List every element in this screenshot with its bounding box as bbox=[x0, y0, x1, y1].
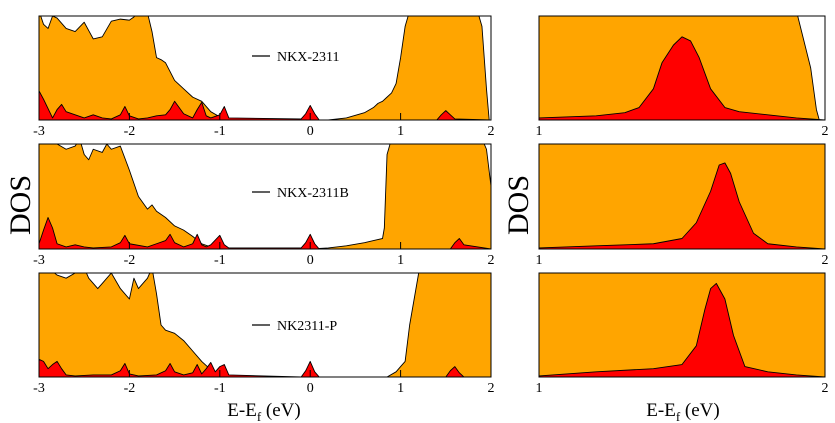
x-axis-label-left-main: E-E bbox=[227, 400, 257, 421]
panel-frame bbox=[38, 272, 492, 378]
x-tick-label: 1 bbox=[397, 253, 404, 268]
legend-label: NK2311-P bbox=[277, 319, 337, 334]
total-dos-area bbox=[539, 144, 825, 249]
x-axis-label-right-sub: f bbox=[676, 409, 681, 423]
x-axis-label-left-sub: f bbox=[257, 409, 262, 423]
x-tick-label: 2 bbox=[488, 381, 495, 396]
x-axis-label-right: E-Ef (eV) bbox=[646, 400, 719, 423]
left-panel-1: -3 -2 -1 0 1 2 NKX-2311 bbox=[33, 15, 495, 139]
x-axis-label-left-unit: (eV) bbox=[261, 400, 301, 421]
x-tick-label: -1 bbox=[214, 253, 226, 268]
x-tick-label: 1 bbox=[397, 124, 404, 139]
projected-dos-area bbox=[39, 90, 491, 120]
panel-plot-area bbox=[539, 273, 825, 377]
x-axis-label-left: E-Ef (eV) bbox=[227, 400, 300, 423]
legend-label: NKX-2311B bbox=[277, 186, 349, 201]
x-tick-label: -2 bbox=[124, 124, 136, 139]
projected-dos-area bbox=[39, 217, 491, 249]
panel-frame bbox=[538, 15, 826, 121]
panel-plot-area bbox=[539, 16, 825, 120]
x-tick-label: -2 bbox=[124, 253, 136, 268]
panel-frame bbox=[538, 272, 826, 378]
y-axis-label-left: DOS bbox=[4, 175, 37, 235]
x-tick-label: -1 bbox=[214, 124, 226, 139]
panel-plot-area bbox=[39, 144, 491, 249]
x-axis-label-right-main: E-E bbox=[646, 400, 676, 421]
x-tick-label: 1 bbox=[397, 381, 404, 396]
x-tick-label: 1 bbox=[536, 381, 543, 396]
x-tick-label: -3 bbox=[33, 124, 45, 139]
x-tick-label: 2 bbox=[488, 253, 495, 268]
x-tick-label: -3 bbox=[33, 381, 45, 396]
projected-dos-area bbox=[39, 358, 491, 377]
x-tick-label: -2 bbox=[124, 381, 136, 396]
x-tick-label: 0 bbox=[307, 253, 314, 268]
panel-plot-area bbox=[39, 273, 491, 377]
left-panel-2: -3 -2 -1 0 1 2 NKX-2311B bbox=[33, 143, 495, 268]
projected-dos-area bbox=[539, 162, 825, 249]
x-tick-label: 0 bbox=[307, 124, 314, 139]
x-tick-label: 2 bbox=[822, 124, 829, 139]
panel-frame bbox=[538, 143, 826, 250]
x-tick-label: 2 bbox=[822, 253, 829, 268]
legend-label: NKX-2311 bbox=[277, 50, 339, 65]
x-tick-label: 0 bbox=[307, 381, 314, 396]
projected-dos-area bbox=[539, 282, 825, 377]
panel-frame bbox=[38, 15, 492, 121]
left-panel-3: -3 -2 -1 0 1 2 NK2311-P bbox=[33, 272, 495, 396]
x-tick-label: 1 bbox=[536, 253, 543, 268]
x-tick-label: -3 bbox=[33, 253, 45, 268]
y-axis-label-right: DOS bbox=[502, 175, 535, 235]
x-tick-label: 1 bbox=[536, 124, 543, 139]
panel-plot-area bbox=[539, 144, 825, 249]
x-axis-label-right-unit: (eV) bbox=[680, 400, 720, 421]
x-tick-label: -1 bbox=[214, 381, 226, 396]
total-dos-area bbox=[539, 273, 825, 377]
projected-dos-area bbox=[539, 36, 825, 120]
x-tick-label: 2 bbox=[488, 124, 495, 139]
panel-plot-area bbox=[39, 16, 491, 120]
x-tick-label: 2 bbox=[822, 381, 829, 396]
panel-frame bbox=[38, 143, 492, 250]
